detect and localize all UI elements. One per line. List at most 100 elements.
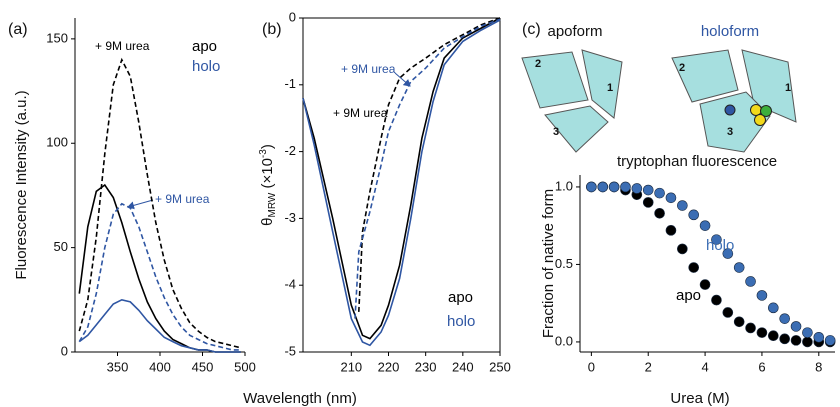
data-point — [790, 335, 802, 346]
data-point — [608, 181, 620, 193]
y-axis-label-part: MRW — [267, 192, 278, 217]
data-point — [824, 335, 836, 346]
domain-label: 3 — [553, 126, 559, 138]
holoform-schematic — [671, 49, 797, 153]
schematic-label: holoform — [701, 23, 759, 40]
data-point — [745, 276, 756, 287]
panel-label: (a) — [8, 21, 28, 38]
data-point — [677, 200, 688, 211]
x-tick-label: 8 — [815, 359, 822, 374]
x-tick-label: 220 — [378, 359, 400, 374]
y-axis-label-part: -3 — [258, 149, 269, 158]
data-point — [711, 294, 722, 306]
x-tick-label: 230 — [415, 359, 437, 374]
y-tick-label: 150 — [46, 30, 68, 45]
x-tick-label: 400 — [149, 359, 171, 374]
series-label: + 9M urea — [95, 39, 150, 53]
panel-label: (c) — [522, 21, 541, 38]
y-tick-label: -5 — [284, 343, 296, 358]
data-point — [631, 183, 643, 194]
domain-label: 2 — [535, 58, 541, 70]
series-line — [302, 17, 501, 340]
y-axis-label: Fraction of native form — [540, 189, 557, 338]
series-line — [78, 202, 241, 351]
series-line — [78, 57, 241, 349]
series-line — [358, 17, 501, 312]
x-tick-label: 0 — [588, 359, 595, 374]
data-point — [654, 207, 665, 219]
x-tick-label: 4 — [701, 359, 708, 374]
data-point — [756, 327, 768, 338]
y-axis-label-part: (×10 — [259, 158, 276, 193]
y-tick-label: 100 — [46, 135, 68, 150]
data-point — [722, 248, 734, 259]
series-label: + 9M urea — [341, 62, 396, 76]
y-tick-label: -4 — [284, 277, 296, 292]
series-label: apo — [676, 287, 701, 304]
domain-label: 2 — [679, 62, 685, 74]
domain-label: 1 — [607, 82, 613, 94]
series-label: + 9M urea — [155, 192, 210, 206]
schematic-label: apoform — [547, 23, 602, 40]
x-axis-label: Urea (M) — [670, 390, 729, 407]
domain-label: 1 — [785, 82, 791, 94]
x-tick-label: 6 — [758, 359, 765, 374]
annotation-arrow — [394, 72, 411, 87]
y-tick-label: -3 — [284, 210, 296, 225]
data-point — [642, 184, 654, 196]
data-point — [665, 225, 677, 236]
data-point — [768, 302, 779, 314]
y-tick-label: 0 — [289, 9, 296, 24]
data-point — [699, 279, 711, 290]
data-point — [677, 243, 688, 255]
x-axis-label: Wavelength (nm) — [243, 390, 357, 407]
data-point — [802, 327, 813, 338]
series-line — [354, 18, 501, 319]
data-point — [756, 290, 768, 301]
y-tick-label: 0.5 — [555, 256, 573, 271]
x-tick-label: 450 — [192, 359, 214, 374]
data-point — [802, 336, 813, 348]
series-label: apo — [448, 289, 473, 306]
series-line — [78, 298, 241, 353]
data-point — [733, 316, 745, 328]
y-axis-label-part: ) — [259, 144, 276, 149]
x-tick-label: 500 — [234, 359, 256, 374]
series-line — [78, 183, 241, 353]
series-label: holo — [447, 313, 475, 330]
data-point — [733, 262, 745, 273]
data-point — [688, 209, 700, 221]
data-point — [745, 322, 756, 334]
x-tick-label: 2 — [645, 359, 652, 374]
data-point — [586, 181, 597, 193]
data-point — [779, 313, 790, 324]
series-label: + 9M urea — [333, 106, 388, 120]
series-line — [302, 19, 501, 347]
data-point — [642, 197, 654, 208]
domain-label: 3 — [727, 126, 733, 138]
x-tick-label: 350 — [107, 359, 129, 374]
data-point — [722, 307, 734, 318]
y-tick-label: 50 — [54, 239, 68, 254]
annotation-arrow — [127, 199, 154, 210]
y-tick-label: 0 — [61, 343, 68, 358]
y-axis-label: θMRW (×10-3) — [258, 144, 278, 226]
x-tick-label: 210 — [340, 359, 362, 374]
series-label: holo — [192, 58, 220, 75]
chart-title: tryptophan fluorescence — [617, 153, 777, 170]
data-point — [790, 321, 802, 332]
data-point — [620, 181, 631, 193]
data-point — [688, 262, 700, 273]
y-tick-label: -1 — [284, 76, 296, 91]
y-tick-label: 0.0 — [555, 333, 573, 348]
data-point — [665, 192, 677, 204]
data-point — [654, 187, 665, 199]
x-tick-label: 250 — [489, 359, 511, 374]
x-tick-label: 240 — [452, 359, 474, 374]
data-point — [768, 330, 779, 342]
y-tick-label: 1.0 — [555, 178, 573, 193]
series-label: holo — [706, 237, 734, 254]
data-point — [779, 333, 790, 345]
y-tick-label: -2 — [284, 143, 296, 158]
